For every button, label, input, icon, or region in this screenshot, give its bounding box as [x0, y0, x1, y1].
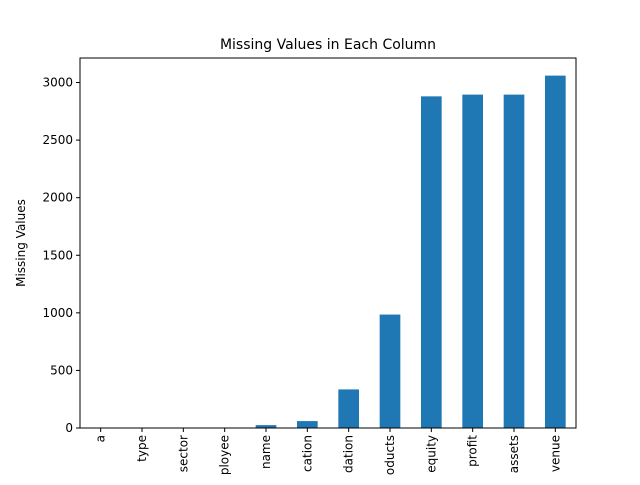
chart-title: Missing Values in Each Column — [220, 37, 436, 53]
x-tick-label: ployee — [218, 435, 232, 475]
x-tick-label: sector — [176, 435, 190, 472]
bar-profit — [462, 94, 483, 429]
x-tick-label: venue — [548, 435, 562, 472]
bars — [255, 75, 566, 429]
bar-dation — [338, 389, 359, 428]
x-tick-label: name — [259, 435, 273, 469]
y-tick-label: 2500 — [42, 133, 73, 147]
x-tick-label: equity — [424, 435, 438, 473]
x-tick-label: assets — [507, 435, 521, 473]
bar-venue — [545, 75, 566, 429]
bar-name — [255, 425, 277, 428]
y-tick-label: 2000 — [42, 191, 73, 205]
y-axis-ticks: 0 500 1000 1500 2000 2500 3000 — [42, 76, 80, 435]
x-tick-label: dation — [342, 435, 356, 473]
x-tick-label: type — [135, 435, 149, 462]
plot-frame — [79, 57, 577, 429]
x-axis-ticks: a type sector ployee name cation dation oducts e… — [94, 428, 562, 475]
bar-equity — [421, 96, 442, 428]
y-tick-label: 3000 — [42, 76, 73, 90]
bar-assets — [503, 94, 525, 429]
bar-oducts — [379, 314, 401, 428]
x-tick-label: oducts — [383, 435, 397, 475]
bar-cation — [297, 421, 318, 428]
y-tick-label: 500 — [50, 363, 73, 377]
y-tick-label: 1000 — [42, 306, 73, 320]
y-axis-label: Missing Values — [14, 199, 28, 287]
x-tick-label: profit — [466, 435, 480, 467]
x-tick-label: cation — [300, 435, 314, 472]
x-tick-label: a — [94, 435, 108, 442]
y-tick-label: 0 — [65, 421, 73, 435]
y-tick-label: 1500 — [42, 248, 73, 262]
